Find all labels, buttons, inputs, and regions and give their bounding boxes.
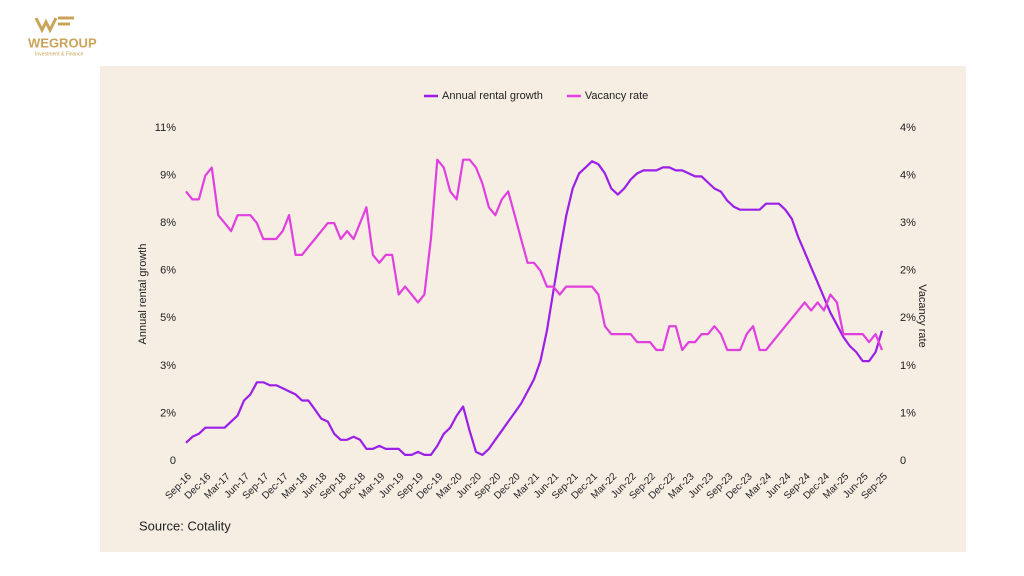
y-tick-label: 6% xyxy=(160,265,176,277)
y-tick-label: 8% xyxy=(160,217,176,229)
y-tick-label: 11% xyxy=(155,122,176,134)
series-line xyxy=(185,158,884,352)
y2-tick-label: 2% xyxy=(900,265,916,277)
y2-axis-title: Vacancy rate xyxy=(916,284,928,347)
y2-tick-label: 3% xyxy=(900,217,916,229)
y-tick-label: 5% xyxy=(160,312,176,324)
y2-tick-label: 1% xyxy=(900,360,916,372)
y2-tick-label: 4% xyxy=(900,169,916,181)
y2-tick-label: 2% xyxy=(900,312,916,324)
y2-tick-label: 0 xyxy=(900,455,906,467)
y-tick-label: 9% xyxy=(160,169,176,181)
y2-tick-label: 4% xyxy=(900,122,916,134)
tagline: Investment & Finance xyxy=(35,51,84,57)
y-tick-label: 0 xyxy=(170,455,176,467)
y-tick-label: 3% xyxy=(160,360,176,372)
y-tick-label: 2% xyxy=(160,407,176,419)
brand: WEGROUP xyxy=(28,35,97,50)
legend-label: Vacancy rate xyxy=(585,90,648,102)
series-line xyxy=(185,160,884,456)
y-axis-title: Annual rental growth xyxy=(137,244,149,345)
source: Source: Cotality xyxy=(139,518,231,533)
y2-tick-label: 1% xyxy=(900,407,916,419)
logo-mark xyxy=(58,16,74,26)
logo: WEGROUP Investment & Finance xyxy=(28,16,97,57)
logo-mark xyxy=(34,17,58,34)
legend-label: Annual rental growth xyxy=(442,90,543,102)
